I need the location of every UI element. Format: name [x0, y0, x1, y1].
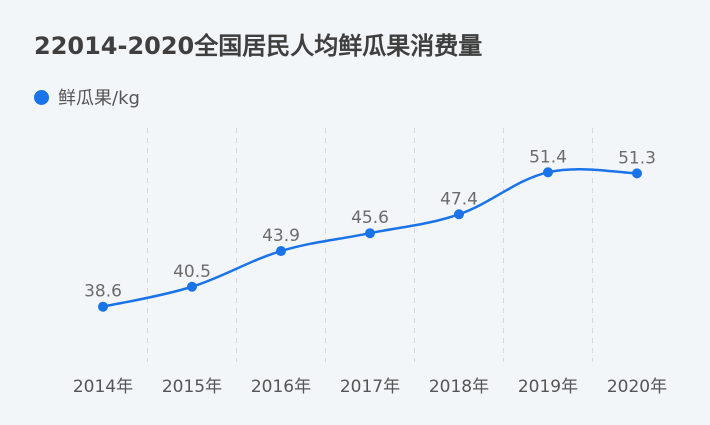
- data-label-6: 51.3: [618, 148, 656, 168]
- grid-lines: [147, 128, 593, 362]
- data-point-6[interactable]: [632, 168, 642, 179]
- chart-title: 22014-2020全国居民人均鲜瓜果消费量: [34, 32, 483, 60]
- x-axis-ticks: 2014年 2015年 2016年 2017年 2018年 2019年 2020年: [73, 377, 667, 397]
- x-tick-label-0: 2014年: [73, 377, 133, 397]
- x-tick-label-1: 2015年: [162, 377, 222, 397]
- data-label-1: 40.5: [173, 262, 211, 282]
- x-tick-label-4: 2018年: [429, 377, 489, 397]
- data-labels: 38.6 40.5 43.9 45.6 47.4 51.4 51.3: [84, 147, 656, 301]
- x-tick-label-2: 2016年: [251, 377, 311, 397]
- data-label-3: 45.6: [351, 208, 389, 228]
- x-tick-label-6: 2020年: [607, 377, 667, 397]
- data-label-5: 51.4: [529, 147, 567, 167]
- data-point-2[interactable]: [276, 246, 286, 257]
- data-point-0[interactable]: [98, 301, 108, 312]
- data-label-2: 43.9: [262, 226, 300, 246]
- data-point-1[interactable]: [187, 281, 197, 292]
- data-point-4[interactable]: [454, 209, 464, 220]
- x-tick-label-3: 2017年: [340, 377, 400, 397]
- x-tick-label-5: 2019年: [518, 377, 578, 397]
- data-label-4: 47.4: [440, 189, 478, 209]
- legend-label: 鲜瓜果/kg: [58, 88, 140, 109]
- legend-marker-icon: [34, 89, 49, 105]
- data-label-0: 38.6: [84, 282, 122, 302]
- data-point-3[interactable]: [365, 228, 375, 239]
- legend[interactable]: 鲜瓜果/kg: [34, 84, 140, 110]
- data-points: [98, 167, 642, 312]
- data-point-5[interactable]: [543, 167, 553, 178]
